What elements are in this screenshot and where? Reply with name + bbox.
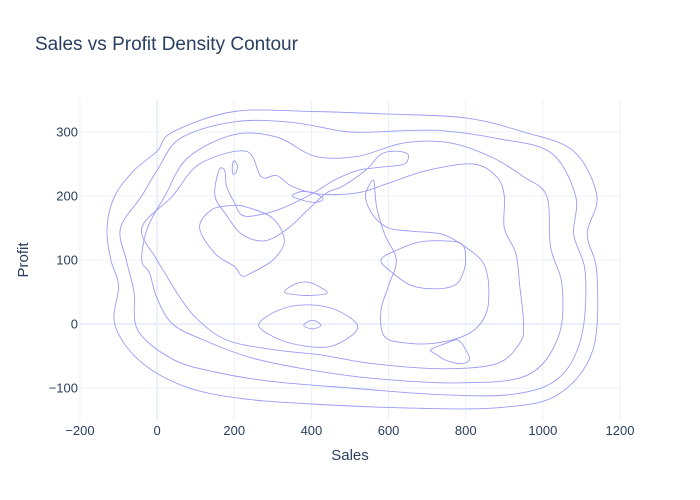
y-tick-label: 300 (56, 125, 78, 140)
contour-line-level-5 (214, 150, 409, 242)
y-axis-title: Profit (15, 242, 32, 278)
x-tick-label: 0 (154, 423, 161, 438)
chart-title: Sales vs Profit Density Contour (35, 34, 299, 55)
y-tick-label: 100 (56, 253, 78, 268)
y-tick-label: −100 (49, 381, 78, 396)
y-tick-label: 200 (56, 189, 78, 204)
x-tick-label: 800 (455, 423, 477, 438)
x-tick-label: 600 (378, 423, 400, 438)
contour-line-level-5 (258, 304, 359, 348)
contour-line-level-6 (303, 319, 322, 330)
contour-line-level-5 (364, 179, 490, 345)
contour-line-level-1 (106, 109, 599, 410)
contour-line-level-6 (380, 240, 467, 290)
contour-lines (106, 109, 599, 410)
contour-line-level-5 (199, 204, 285, 277)
contour-line-level-3 (141, 132, 564, 384)
contour-line-level-6 (291, 190, 324, 203)
contour-line-level-2 (119, 119, 587, 397)
x-axis-title: Sales (331, 447, 369, 464)
y-tick-label: 0 (71, 317, 78, 332)
x-tick-label: −200 (65, 423, 94, 438)
x-tick-label: 400 (301, 423, 323, 438)
x-axis-ticks: −200 0 200 400 600 800 1000 1200 (65, 423, 634, 438)
contour-line-level-4 (141, 150, 525, 370)
contour-line-level-6 (430, 339, 471, 365)
x-tick-label: 200 (223, 423, 245, 438)
x-tick-label: 1000 (528, 423, 557, 438)
contour-line-level-6 (231, 160, 238, 175)
x-tick-label: 1200 (606, 423, 635, 438)
y-axis-ticks: −100 0 100 200 300 (49, 125, 78, 396)
contour-line-level-6 (283, 281, 328, 296)
